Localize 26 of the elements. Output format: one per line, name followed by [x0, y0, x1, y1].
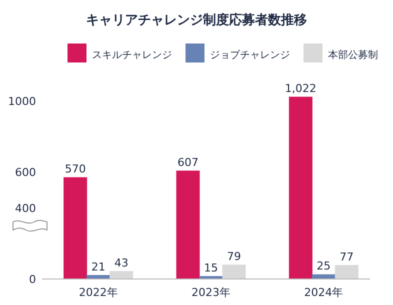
data-label: 43 [114, 256, 128, 270]
data-label: 25 [316, 260, 331, 273]
data-label: 77 [340, 250, 354, 264]
bar [110, 271, 134, 280]
y-tick-label: 1000 [8, 94, 36, 108]
x-tick-label: 2022年 [78, 286, 118, 299]
x-tick-label: 2023年 [192, 286, 230, 299]
bar [334, 265, 358, 280]
x-tick-label: 2024年 [304, 286, 344, 299]
data-label: 21 [91, 260, 106, 274]
data-label: 607 [178, 156, 198, 169]
data-label: 570 [64, 162, 86, 176]
y-tick-label: 400 [15, 202, 36, 215]
legend-label: スキルチャレンジ [92, 50, 172, 61]
bar [222, 264, 246, 280]
bar [288, 96, 312, 280]
data-label: 1,022 [284, 82, 316, 95]
chart-title: キャリアチャレンジ制度応募者数推移 [86, 12, 307, 28]
bar [176, 170, 200, 280]
data-label: 15 [204, 261, 218, 274]
y-tick-label: 600 [15, 166, 36, 180]
y-tick-label: 0 [29, 273, 36, 286]
legend-label: ジョブチャレンジ [210, 49, 290, 61]
bar [64, 177, 88, 280]
legend-label: 本部公募制 [328, 49, 378, 61]
data-label: 79 [227, 250, 241, 263]
